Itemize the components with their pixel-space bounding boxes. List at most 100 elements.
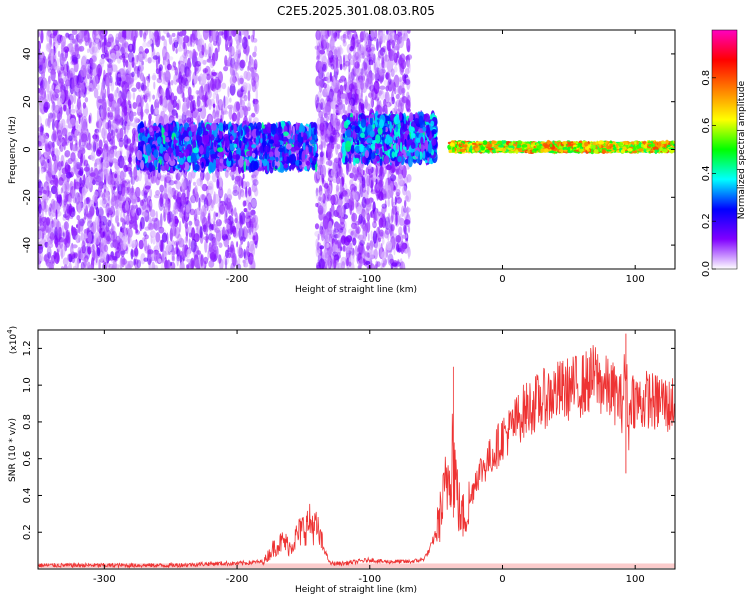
heatmap-cell: [333, 258, 337, 269]
heatmap-cell: [148, 90, 152, 103]
heatmap-cell: [365, 47, 372, 53]
heatmap-cell: [164, 200, 170, 206]
heatmap-cell: [330, 168, 336, 177]
heatmap-cell: [176, 193, 179, 202]
heatmap-cell: [123, 105, 128, 116]
heatmap-cell: [322, 35, 328, 48]
heatmap-cell: [254, 45, 258, 53]
heatmap-cell: [378, 66, 385, 76]
heatmap-cell: [88, 264, 94, 269]
heatmap-cell: [150, 235, 153, 244]
heatmap-cell: [127, 227, 133, 239]
heatmap-cell: [89, 206, 95, 217]
heatmap-cell: [84, 255, 89, 263]
heatmap-cell: [70, 152, 76, 162]
heatmap-cell: [407, 30, 411, 34]
heatmap-cell: [81, 240, 86, 254]
heatmap-cell: [127, 156, 133, 163]
heatmap-cell: [108, 112, 113, 118]
heatmap-cell: [160, 74, 166, 85]
heatmap-cell: [77, 140, 82, 147]
heatmap-cell: [104, 156, 111, 164]
heatmap-cell: [117, 132, 120, 143]
heatmap-cell: [108, 170, 112, 182]
heatmap-cell: [243, 259, 246, 268]
heatmap-cell: [357, 244, 362, 253]
heatmap-cell: [244, 215, 250, 223]
heatmap-cell: [107, 79, 110, 89]
heatmap-cell: [87, 48, 90, 54]
heatmap-cell: [385, 178, 389, 192]
heatmap-cell: [361, 196, 367, 209]
heatmap-cell: [123, 227, 127, 239]
heatmap-cell: [77, 30, 82, 42]
heatmap-cell: [130, 198, 137, 204]
heatmap-cell: [181, 177, 186, 190]
heatmap-cell: [51, 103, 56, 113]
heatmap-cell: [324, 88, 327, 93]
heatmap-cell: [401, 205, 405, 218]
heatmap-cell: [72, 265, 78, 269]
heatmap-cell: [152, 94, 156, 100]
heatmap-cell: [249, 224, 252, 236]
heatmap-cell: [179, 202, 183, 213]
heatmap-cell: [68, 253, 75, 258]
heatmap-cell: [206, 98, 212, 106]
heatmap-cell: [44, 216, 47, 229]
heatmap-cell: [144, 226, 151, 231]
heatmap-cell: [48, 90, 51, 102]
heatmap-cell: [172, 213, 175, 228]
heatmap-cell: [173, 202, 177, 215]
heatmap-cell: [373, 37, 377, 42]
heatmap-cell: [130, 191, 136, 196]
heatmap-cell: [47, 158, 50, 164]
heatmap-cell: [395, 188, 401, 197]
heatmap-cell: [338, 240, 342, 255]
heatmap-cell: [81, 133, 87, 147]
heatmap-cell: [113, 210, 116, 216]
heatmap-cell: [349, 204, 353, 216]
heatmap-cell: [71, 144, 78, 152]
heatmap-cell: [54, 65, 61, 71]
heatmap-cell: [156, 77, 163, 84]
heatmap-cell: [126, 125, 131, 130]
heatmap-cell: [383, 79, 389, 87]
heatmap-cell: [373, 62, 377, 71]
heatmap-cell: [102, 192, 106, 201]
heatmap-cell: [242, 105, 248, 112]
heatmap-cell: [109, 153, 113, 163]
heatmap-cell: [336, 198, 343, 207]
heatmap-cell: [221, 82, 227, 90]
heatmap-cell: [402, 74, 405, 82]
heatmap-cell: [215, 219, 222, 227]
heatmap-cell: [76, 124, 81, 132]
heatmap-cell: [390, 68, 395, 77]
heatmap-cell: [139, 30, 143, 38]
heatmap-cell: [83, 228, 88, 241]
heatmap-cell: [359, 257, 363, 267]
heatmap-cell: [106, 207, 113, 215]
heatmap-cell: [389, 87, 393, 92]
heatmap-cell: [106, 62, 113, 69]
heatmap-cell: [175, 180, 182, 190]
heatmap-cell: [38, 132, 43, 137]
heatmap-cell: [81, 186, 86, 197]
heatmap-cell: [45, 169, 49, 174]
heatmap-cell: [78, 202, 85, 211]
heatmap-cell: [55, 154, 60, 162]
heatmap-cell: [72, 206, 75, 212]
heatmap-cell: [137, 167, 143, 182]
heatmap-cell: [192, 48, 197, 63]
heatmap-cell: [45, 42, 52, 52]
heatmap-cell: [379, 165, 383, 176]
heatmap-cell: [192, 32, 197, 44]
heatmap-cell: [158, 226, 165, 234]
heatmap-cell: [368, 59, 371, 65]
heatmap-cell: [49, 232, 55, 241]
heatmap-cell: [115, 128, 118, 133]
heatmap-cell: [202, 59, 207, 65]
heatmap-cell: [246, 106, 251, 112]
heatmap-cell: [78, 46, 82, 52]
heatmap-cell: [88, 199, 94, 209]
heatmap-cell: [366, 245, 370, 250]
